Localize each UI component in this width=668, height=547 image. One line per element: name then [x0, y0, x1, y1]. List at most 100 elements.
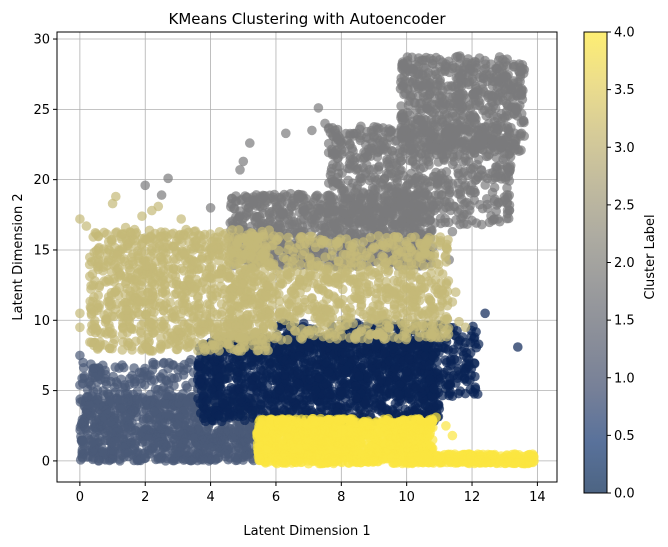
- data-point: [420, 351, 431, 361]
- data-point: [382, 157, 393, 167]
- data-point: [443, 345, 454, 355]
- data-point: [502, 100, 513, 110]
- data-point: [381, 183, 391, 194]
- data-point: [345, 140, 355, 150]
- data-point: [500, 195, 510, 205]
- data-point: [144, 412, 154, 423]
- data-point: [213, 411, 224, 421]
- data-point: [498, 72, 509, 82]
- data-point: [406, 144, 416, 154]
- data-point: [214, 372, 225, 383]
- data-point: [177, 439, 188, 449]
- data-point: [239, 437, 250, 447]
- data-point: [139, 453, 150, 464]
- data-point: [441, 380, 451, 390]
- data-point: [332, 153, 343, 164]
- data-point: [491, 63, 501, 74]
- data-point: [297, 392, 308, 403]
- data-point: [404, 388, 414, 398]
- data-point: [174, 446, 185, 457]
- data-point: [124, 373, 135, 384]
- data-point: [246, 355, 257, 366]
- data-point: [119, 424, 130, 434]
- data-point: [361, 218, 372, 229]
- data-point: [88, 424, 99, 434]
- data-point: [98, 390, 109, 400]
- data-point: [239, 361, 249, 372]
- data-point: [470, 382, 481, 393]
- data-point: [429, 383, 439, 394]
- data-point: [179, 409, 189, 420]
- data-point: [351, 392, 361, 403]
- data-point: [354, 371, 364, 381]
- data-point: [411, 383, 421, 393]
- data-point: [226, 382, 236, 393]
- data-point: [500, 174, 511, 185]
- data-point: [211, 365, 222, 376]
- data-point: [150, 384, 161, 394]
- data-point: [75, 455, 86, 465]
- data-point: [278, 392, 289, 403]
- data-point: [363, 358, 373, 369]
- data-point: [361, 160, 372, 170]
- data-point: [286, 202, 297, 212]
- data-point: [87, 437, 97, 447]
- data-point: [394, 390, 405, 400]
- data-point: [201, 397, 212, 407]
- data-point: [95, 436, 105, 446]
- data-point: [425, 374, 436, 385]
- data-point: [225, 362, 235, 373]
- data-point: [305, 366, 316, 377]
- data-point: [440, 355, 451, 365]
- data-point: [199, 437, 210, 448]
- data-point: [423, 177, 433, 187]
- data-point: [340, 348, 351, 359]
- data-point: [390, 398, 401, 409]
- data-point: [421, 155, 432, 165]
- data-point: [279, 370, 289, 380]
- data-point: [164, 385, 175, 396]
- data-point: [314, 203, 325, 214]
- data-point: [271, 369, 282, 380]
- data-point: [406, 343, 417, 353]
- data-point: [109, 413, 120, 423]
- data-point: [276, 192, 287, 202]
- data-point: [310, 385, 321, 396]
- data-point: [443, 130, 454, 141]
- data-point: [345, 201, 356, 211]
- data-point: [359, 344, 370, 355]
- data-point: [516, 90, 527, 101]
- data-point: [87, 391, 97, 401]
- data-point: [394, 380, 405, 391]
- data-point: [488, 91, 498, 101]
- data-point: [469, 185, 479, 195]
- data-point: [428, 351, 438, 362]
- data-point: [325, 170, 336, 180]
- data-point: [412, 354, 423, 364]
- data-point: [397, 57, 408, 67]
- data-point: [368, 207, 378, 218]
- data-point: [379, 174, 390, 184]
- data-point: [343, 175, 354, 186]
- data-point: [115, 395, 125, 405]
- data-point: [459, 343, 469, 353]
- data-point: [219, 435, 229, 445]
- data-point: [471, 57, 481, 68]
- data-point: [513, 342, 523, 352]
- data-point: [199, 410, 209, 421]
- data-point: [209, 396, 220, 407]
- data-point: [310, 193, 320, 203]
- data-point: [420, 399, 430, 410]
- data-point: [100, 369, 111, 380]
- data-point: [258, 388, 269, 399]
- data-point: [336, 387, 346, 397]
- data-point: [403, 179, 414, 189]
- data-point: [160, 418, 170, 429]
- data-point: [366, 173, 377, 183]
- data-point: [234, 443, 244, 454]
- data-point: [300, 358, 311, 369]
- data-point: [385, 196, 395, 206]
- data-point: [158, 358, 169, 369]
- data-point: [172, 372, 183, 383]
- data-point: [275, 384, 285, 395]
